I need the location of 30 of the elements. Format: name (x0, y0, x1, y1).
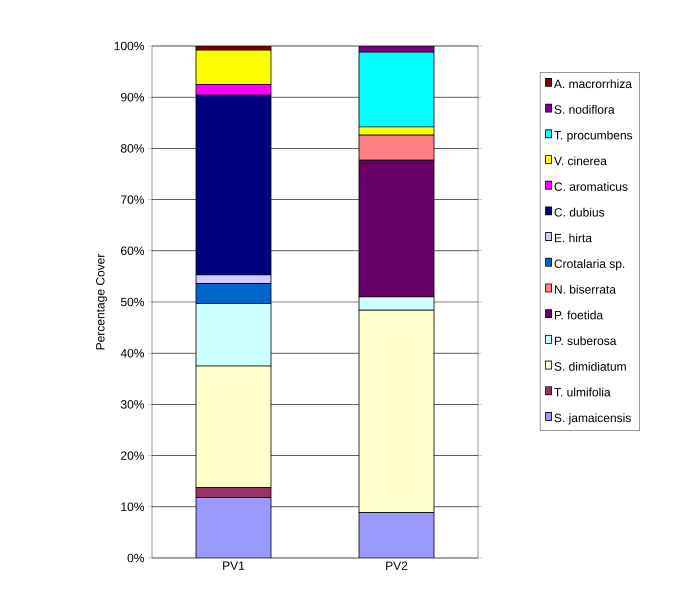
legend-label: C. dubius (554, 208, 604, 217)
legend-label: S. jamaicensis (554, 413, 631, 425)
legend-label: T. ulmifolia (554, 388, 611, 396)
y-tick-label: 100% (114, 42, 144, 50)
y-tick-label: 40% (120, 348, 144, 358)
y-tick-label: 60% (121, 246, 144, 256)
legend-label: E. hirta (554, 233, 592, 242)
y-tick-label: 30% (120, 400, 144, 409)
legend-label: P. foetida (554, 310, 604, 320)
bar (196, 497, 272, 558)
y-tick-label: 70% (121, 195, 144, 204)
y-tick-label: 50% (120, 298, 144, 306)
bar (358, 512, 434, 558)
x-tick-label: PV2 (386, 562, 408, 570)
y-axis-title: Percentage Cover (96, 254, 107, 350)
legend-label: T. procumbens (554, 130, 632, 142)
legend-label: V. cinerea (554, 156, 607, 166)
legend-label: A. macrorrhiza (554, 79, 632, 88)
y-tick-label: 0% (128, 554, 144, 562)
y-tick-label: 80% (120, 144, 144, 153)
legend-label: P. suberosa (554, 336, 616, 346)
legend-label: S. dimidiatum (554, 362, 626, 371)
legend-label: N. biserrata (554, 284, 616, 294)
y-tick-label: 20% (121, 451, 144, 460)
legend-label: S. nodiflora (554, 105, 615, 114)
legend-label: Crotalaria sp. (554, 259, 624, 270)
x-tick-label: PV1 (223, 562, 244, 570)
legend-label: C. aromaticus (554, 182, 628, 191)
y-tick-label: 10% (121, 502, 144, 512)
y-tick-label: 90% (121, 92, 144, 102)
